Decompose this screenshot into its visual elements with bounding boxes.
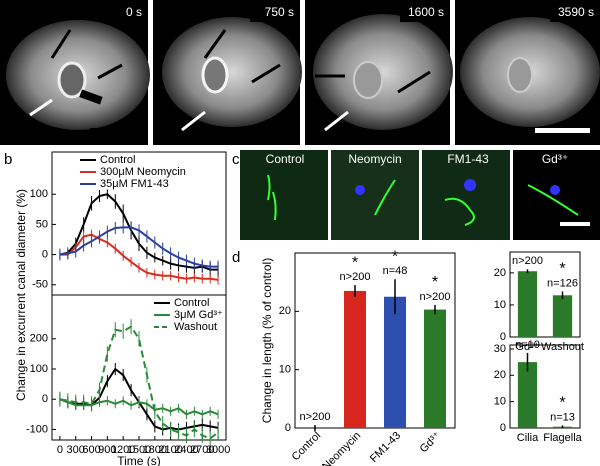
sample-size: n=126 xyxy=(547,277,578,289)
x-tick-label: Neomycin xyxy=(320,430,363,466)
x-tick-label: 900 xyxy=(98,444,116,456)
time-label: 0 s xyxy=(126,5,142,19)
significance-marker: * xyxy=(352,254,358,271)
time-label: 3590 s xyxy=(558,5,594,19)
y-tick-label: -100 xyxy=(26,423,48,435)
y-tick-label: 200 xyxy=(30,333,48,345)
y-tick-label: 100 xyxy=(30,188,48,200)
plot-frame xyxy=(509,251,581,338)
legend-label: 35μM FM1-43 xyxy=(100,178,169,190)
y-axis-label: Change in length (% of control) xyxy=(260,258,274,423)
x-tick-label: Washout xyxy=(541,341,584,353)
y-tick-label: 10 xyxy=(279,364,291,376)
x-tick-label: Gd³⁺ xyxy=(418,430,444,456)
x-tick-label: 2400 xyxy=(174,444,198,456)
y-tick-label: 0 xyxy=(500,331,506,343)
y-tick-label: 30 xyxy=(494,343,506,355)
y-tick-label: 100 xyxy=(30,363,48,375)
time-box xyxy=(400,2,448,22)
y-tick-label: 20 xyxy=(494,369,506,381)
plot-frame xyxy=(294,252,456,429)
series-line xyxy=(59,233,219,281)
legend-label: 3μM Gd³⁺ xyxy=(174,309,223,321)
bar xyxy=(552,295,573,337)
panel-c-images xyxy=(240,150,600,240)
x-tick-label: 1800 xyxy=(143,444,167,456)
x-tick-label: Flagella xyxy=(543,432,582,444)
time-label: 750 s xyxy=(265,5,294,19)
micrograph xyxy=(455,0,600,145)
y-tick-label: 10 xyxy=(494,299,506,311)
significance-marker: * xyxy=(559,395,565,412)
sample-size: n>200 xyxy=(300,411,331,423)
y-tick-label: 0 xyxy=(500,422,506,434)
micrograph xyxy=(153,0,302,145)
y-tick-label: 0 xyxy=(42,393,48,405)
legend-label: 300μM Neomycin xyxy=(100,166,186,178)
y-tick-label: 0 xyxy=(285,422,291,434)
bar xyxy=(517,271,538,337)
x-tick-label: FM1-43 xyxy=(368,430,403,465)
time-box xyxy=(98,2,146,22)
bar xyxy=(424,309,446,428)
legend-label: Washout xyxy=(174,321,217,333)
micrograph xyxy=(0,0,150,145)
legend-label: Control xyxy=(174,297,209,309)
x-tick-label: 2700 xyxy=(190,444,214,456)
image-label: Gd³⁺ xyxy=(542,152,568,166)
panel-a-images xyxy=(0,0,600,145)
x-tick-label: 2100 xyxy=(158,444,182,456)
bar xyxy=(517,362,538,428)
sample-size: n=48 xyxy=(383,265,408,277)
x-tick-label: Cilia xyxy=(517,432,539,444)
image-label: FM1-43 xyxy=(447,152,489,166)
y-tick-label: 0 xyxy=(42,248,48,260)
x-tick-label: 1500 xyxy=(127,444,151,456)
series-line xyxy=(59,325,219,440)
panel-label: c xyxy=(232,151,240,168)
y-tick-label: 20 xyxy=(494,267,506,279)
x-tick-label: 3000 xyxy=(206,444,230,456)
image-label: Control xyxy=(266,152,305,166)
sample-size: n>200 xyxy=(512,255,543,267)
panel-label: a xyxy=(4,7,13,24)
time-box xyxy=(250,2,298,22)
y-tick-label: 20 xyxy=(279,305,291,317)
y-tick-label: -50 xyxy=(32,279,48,291)
panel-label: b xyxy=(4,151,12,168)
series-line xyxy=(59,226,219,268)
x-tick-label: Gd³⁺ xyxy=(515,341,539,353)
y-tick-label: 10 xyxy=(494,396,506,408)
x-tick-label: 0 xyxy=(57,444,63,456)
x-tick-label: Control xyxy=(290,430,324,464)
sample-size: n=13 xyxy=(550,411,575,423)
significance-marker: * xyxy=(392,248,398,265)
significance-marker: * xyxy=(432,274,438,291)
y-tick-label: 50 xyxy=(36,218,48,230)
x-tick-label: 300 xyxy=(67,444,85,456)
time-label: 1600 s xyxy=(408,5,444,19)
image-label: Neomycin xyxy=(348,152,401,166)
panel-label: d xyxy=(232,249,240,266)
y-axis-label: Change in excurrent canal diameter (%) xyxy=(14,189,28,401)
legend-label: Control xyxy=(100,154,135,166)
x-tick-label: 600 xyxy=(82,444,100,456)
series-line xyxy=(59,193,219,271)
bar xyxy=(344,290,366,428)
sample-size: n>200 xyxy=(420,291,451,303)
bar xyxy=(384,296,406,428)
x-tick-label: 1200 xyxy=(111,444,135,456)
significance-marker: * xyxy=(559,261,565,278)
sample-size: n=10 xyxy=(515,339,540,351)
micrograph xyxy=(305,0,453,145)
x-axis-label: Time (s) xyxy=(117,454,161,466)
plot-frame xyxy=(509,344,581,429)
time-box xyxy=(550,2,598,22)
sample-size: n>200 xyxy=(340,271,371,283)
series-line xyxy=(59,398,219,416)
